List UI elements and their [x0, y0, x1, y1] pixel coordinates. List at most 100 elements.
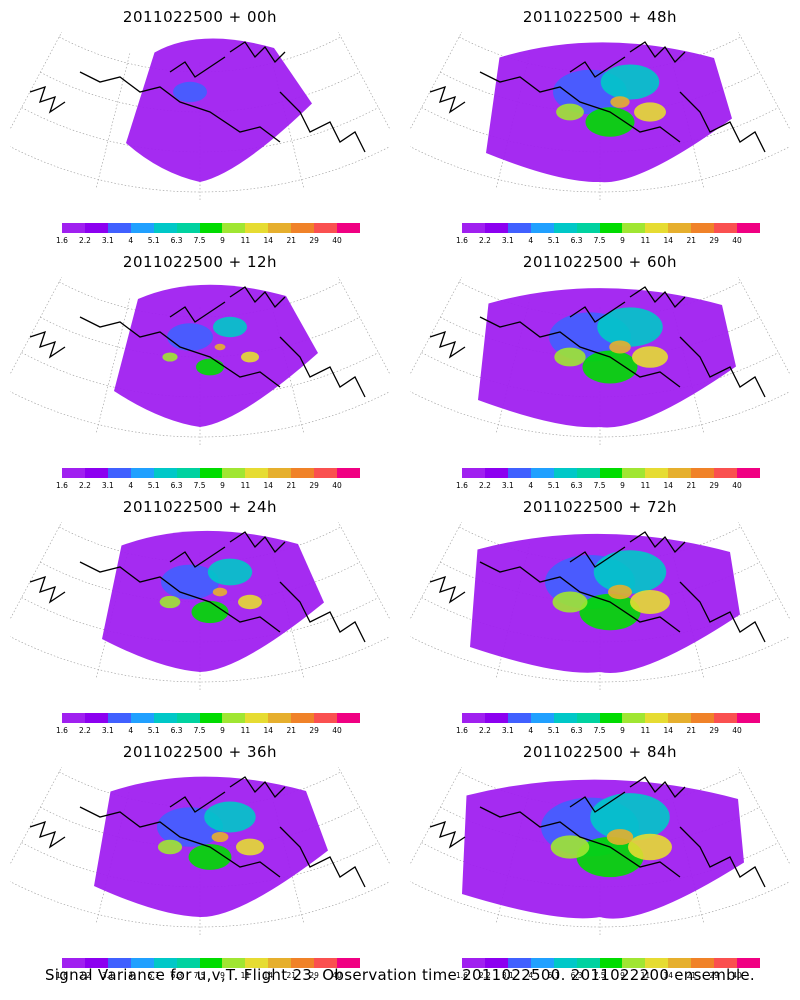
colorbar-segment: [337, 958, 360, 968]
colorbar-segment: [130, 223, 154, 233]
colorbar-segment: [84, 468, 108, 478]
colorbar-tick-label: 6.3: [570, 971, 583, 980]
colorbar-tick-label: 7.5: [193, 726, 206, 735]
colorbar-labels: 1.6 2.2 3.1 4 5.1 6.3 7.5 9 11 14 21 29 40: [56, 726, 360, 736]
colorbar-segment: [153, 223, 177, 233]
colorbar-segment: [62, 468, 85, 478]
colorbar-tick-label: 2.2: [478, 481, 491, 490]
colorbar-tick-label: 21: [686, 726, 696, 735]
colorbar-tick-label: 6.3: [170, 971, 183, 980]
coastline: [429, 286, 766, 398]
colorbar-labels: 1.6 2.2 3.1 4 5.1 6.3 7.5 9 11 14 21 29 40: [456, 481, 760, 491]
colorbar-segment: [691, 713, 715, 723]
colorbar-tick-label: 40: [332, 971, 342, 980]
colorbar-segment: [714, 223, 738, 233]
colorbar-segment: [130, 468, 154, 478]
colorbar-tick-label: 5.1: [147, 971, 160, 980]
polar-map: [410, 32, 790, 202]
colorbar-segment: [737, 223, 760, 233]
colorbar-segment: [130, 958, 154, 968]
colorbar-tick-label: 14: [663, 236, 674, 245]
colorbar-segment: [107, 223, 131, 233]
colorbar-segment: [507, 713, 531, 723]
colorbar-tick-label: 21: [286, 971, 296, 980]
colorbar-tick-label: 14: [263, 236, 274, 245]
colorbar-segment: [622, 468, 646, 478]
colorbar-segment: [599, 713, 623, 723]
colorbar-tick-label: 21: [286, 726, 296, 735]
coastline: [29, 286, 366, 398]
colorbar-tick-label: 9: [620, 726, 625, 735]
panel-title: 2011022500 + 60h: [522, 253, 678, 271]
colorbar-segment: [530, 958, 554, 968]
colorbar: [62, 223, 360, 233]
colorbar-segment: [714, 468, 738, 478]
colorbar-segment: [84, 958, 108, 968]
colorbar-tick-label: 14: [263, 481, 274, 490]
map-panel: 2011022500 + 36h 1.6 2.2 3.1 4 5.1 6.3 7.5 9 11 14…: [0, 735, 400, 980]
colorbar-tick-label: 6.3: [170, 481, 183, 490]
colorbar-segment: [530, 713, 554, 723]
colorbar-segment: [530, 468, 554, 478]
colorbar-segment: [245, 468, 269, 478]
colorbar-tick-label: 2.2: [78, 971, 91, 980]
colorbar-segment: [484, 223, 508, 233]
map-panel: 2011022500 + 72h 1.6 2.2 3.1 4 5.1 6.3 7.5 9 11 14…: [400, 490, 800, 735]
panel-title: 2011022500 + 72h: [522, 498, 678, 516]
colorbar-tick-label: 9: [220, 481, 225, 490]
variance-field: [478, 288, 736, 428]
colorbar: [462, 468, 760, 478]
colorbar-tick-label: 1.6: [456, 236, 468, 245]
colorbar-tick-label: 21: [286, 481, 296, 490]
variance-field: [94, 776, 328, 918]
coastline: [29, 776, 366, 888]
colorbar-tick-label: 3.1: [501, 236, 514, 245]
colorbar-segment: [314, 958, 338, 968]
colorbar-segment: [130, 713, 154, 723]
map-panel: 2011022500 + 84h 1.6 2.2 3.1 4 5.1 6.3 7.5 9 11 14…: [400, 735, 800, 980]
colorbar-tick-label: 7.5: [193, 971, 206, 980]
colorbar-tick-label: 5.1: [547, 481, 560, 490]
colorbar-tick-label: 1.6: [456, 726, 468, 735]
colorbar-segment: [199, 958, 223, 968]
colorbar-segment: [622, 713, 646, 723]
colorbar-tick-label: 9: [620, 481, 625, 490]
colorbar-tick-label: 9: [220, 726, 225, 735]
colorbar-segment: [553, 958, 577, 968]
colorbar-segment: [553, 713, 577, 723]
colorbar-tick-label: 7.5: [593, 726, 606, 735]
colorbar-segment: [507, 468, 531, 478]
polar-map: [410, 767, 790, 937]
colorbar-tick-label: 1.6: [56, 971, 68, 980]
colorbar-segment: [314, 468, 338, 478]
colorbar-tick-label: 11: [240, 481, 251, 490]
colorbar-segment: [84, 223, 108, 233]
colorbar-segment: [484, 958, 508, 968]
coastline: [29, 41, 366, 153]
colorbar-tick-label: 14: [263, 726, 274, 735]
colorbar-segment: [576, 958, 600, 968]
variance-field: [470, 533, 740, 674]
colorbar-labels: 1.6 2.2 3.1 4 5.1 6.3 7.5 9 11 14 21 29 40: [456, 971, 760, 981]
colorbar: [62, 958, 360, 968]
colorbar-segment: [314, 713, 338, 723]
colorbar-segment: [484, 713, 508, 723]
colorbar-tick-label: 1.6: [56, 236, 68, 245]
colorbar-segment: [268, 468, 292, 478]
colorbar-segment: [245, 958, 269, 968]
colorbar-segment: [153, 958, 177, 968]
colorbar-segment: [199, 713, 223, 723]
colorbar-tick-label: 21: [686, 481, 696, 490]
colorbar-tick-label: 7.5: [193, 481, 206, 490]
colorbar-tick-label: 4: [528, 481, 534, 490]
colorbar-segment: [714, 958, 738, 968]
colorbar-segment: [599, 958, 623, 968]
map-panel: 2011022500 + 24h 1.6 2.2 3.1 4 5.1 6.3 7.5 9 11 14…: [0, 490, 400, 735]
colorbar-segment: [691, 468, 715, 478]
colorbar-segment: [737, 958, 760, 968]
colorbar-segment: [576, 468, 600, 478]
colorbar-tick-label: 11: [640, 481, 651, 490]
colorbar-labels: 1.6 2.2 3.1 4 5.1 6.3 7.5 9 11 14 21 29 40: [456, 236, 760, 246]
colorbar: [62, 713, 360, 723]
colorbar-tick-label: 3.1: [501, 971, 514, 980]
